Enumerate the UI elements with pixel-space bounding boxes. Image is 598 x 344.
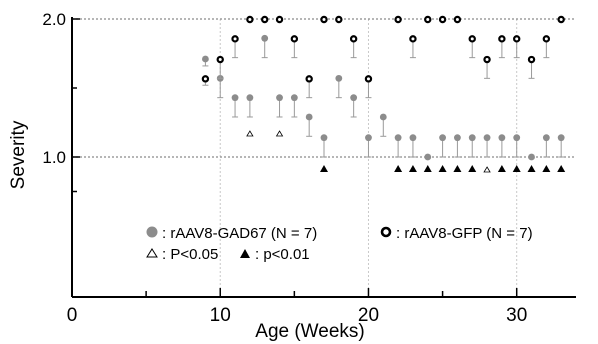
gad67-point xyxy=(231,94,239,102)
significance-markers xyxy=(246,130,566,173)
gad67-point xyxy=(335,74,343,82)
axes: 0 10 20 30 1.0 2.0 xyxy=(42,10,576,326)
data-points xyxy=(201,15,565,161)
x-tick-label: 20 xyxy=(358,305,379,326)
gad67-point xyxy=(276,94,283,102)
x-axis-label: Age (Weeks) xyxy=(255,321,364,342)
gfp-point xyxy=(246,15,254,24)
gad67-point xyxy=(290,94,298,102)
p01-marker xyxy=(542,165,551,172)
gad67-point xyxy=(454,134,461,142)
y-tick-label: 1.0 xyxy=(42,148,66,167)
x-tick-label: 10 xyxy=(210,305,231,326)
gad67-point xyxy=(409,134,417,142)
p01-marker xyxy=(438,165,447,172)
p05-marker xyxy=(483,166,491,173)
gad67-point xyxy=(424,153,432,161)
gfp-point xyxy=(483,55,491,64)
gfp-point xyxy=(231,35,239,43)
gfp-point xyxy=(557,15,565,24)
gfp-point xyxy=(468,35,476,43)
p01-marker xyxy=(468,165,477,172)
legend: : rAAV8-GAD67 (N = 7) : rAAV8-GFP (N = 7… xyxy=(146,225,533,263)
gfp-point xyxy=(320,15,328,24)
p01-marker xyxy=(408,165,417,172)
gad67-point xyxy=(320,134,328,142)
legend-p01-marker xyxy=(240,249,250,258)
gad67-point xyxy=(261,34,269,42)
p05-marker xyxy=(275,130,284,137)
gad67-point xyxy=(557,134,565,142)
legend-gad-marker xyxy=(146,226,158,238)
gad67-point xyxy=(498,134,506,142)
gfp-point xyxy=(305,75,313,83)
gad67-point xyxy=(305,113,313,121)
legend-p05-label: : P<0.05 xyxy=(162,246,218,263)
p01-marker xyxy=(557,165,566,172)
legend-p01-label: : p<0.01 xyxy=(255,246,310,263)
p01-marker xyxy=(512,165,521,172)
gfp-point xyxy=(513,35,521,43)
gfp-point xyxy=(394,15,402,24)
gad67-point xyxy=(379,113,387,121)
legend-gfp-label: : rAAV8-GFP (N = 7) xyxy=(396,225,533,242)
gfp-point xyxy=(216,55,224,64)
gad67-point xyxy=(439,134,446,142)
p01-marker xyxy=(423,165,432,172)
gfp-point xyxy=(438,15,447,24)
x-tick-label: 0 xyxy=(67,305,78,326)
gfp-point xyxy=(364,75,373,83)
y-tick-label: 2.0 xyxy=(42,10,66,29)
gfp-point xyxy=(290,35,299,43)
gad67-point xyxy=(365,134,372,142)
gad67-point xyxy=(513,134,521,142)
gfp-point xyxy=(409,35,417,43)
gfp-point xyxy=(261,15,269,24)
gfp-point xyxy=(275,15,284,24)
legend-gfp-marker xyxy=(380,226,392,238)
gad67-point xyxy=(528,153,535,161)
legend-gad-label: : rAAV8-GAD67 (N = 7) xyxy=(162,225,317,242)
x-tick-label: 30 xyxy=(506,305,527,326)
gfp-point xyxy=(527,55,536,64)
gfp-point xyxy=(335,15,343,24)
gad67-point xyxy=(202,55,209,63)
gad67-point xyxy=(468,134,476,142)
gfp-point xyxy=(349,35,358,43)
gfp-point xyxy=(201,75,210,83)
p01-marker xyxy=(453,165,462,172)
gfp-point xyxy=(542,35,551,43)
p01-marker xyxy=(394,165,403,172)
gad67-point xyxy=(483,134,491,142)
gfp-point xyxy=(424,15,432,24)
gad67-point xyxy=(246,94,254,102)
gad67-point xyxy=(394,134,402,142)
gad67-point xyxy=(542,134,550,142)
p05-marker xyxy=(246,130,254,137)
p01-marker xyxy=(320,165,328,172)
p01-marker xyxy=(527,165,536,172)
gfp-point xyxy=(498,35,506,43)
y-axis-label: Severity xyxy=(8,120,29,189)
legend-p05-marker xyxy=(146,248,158,258)
gfp-point xyxy=(453,15,462,24)
gad67-point xyxy=(350,94,358,102)
p01-marker xyxy=(497,165,506,172)
